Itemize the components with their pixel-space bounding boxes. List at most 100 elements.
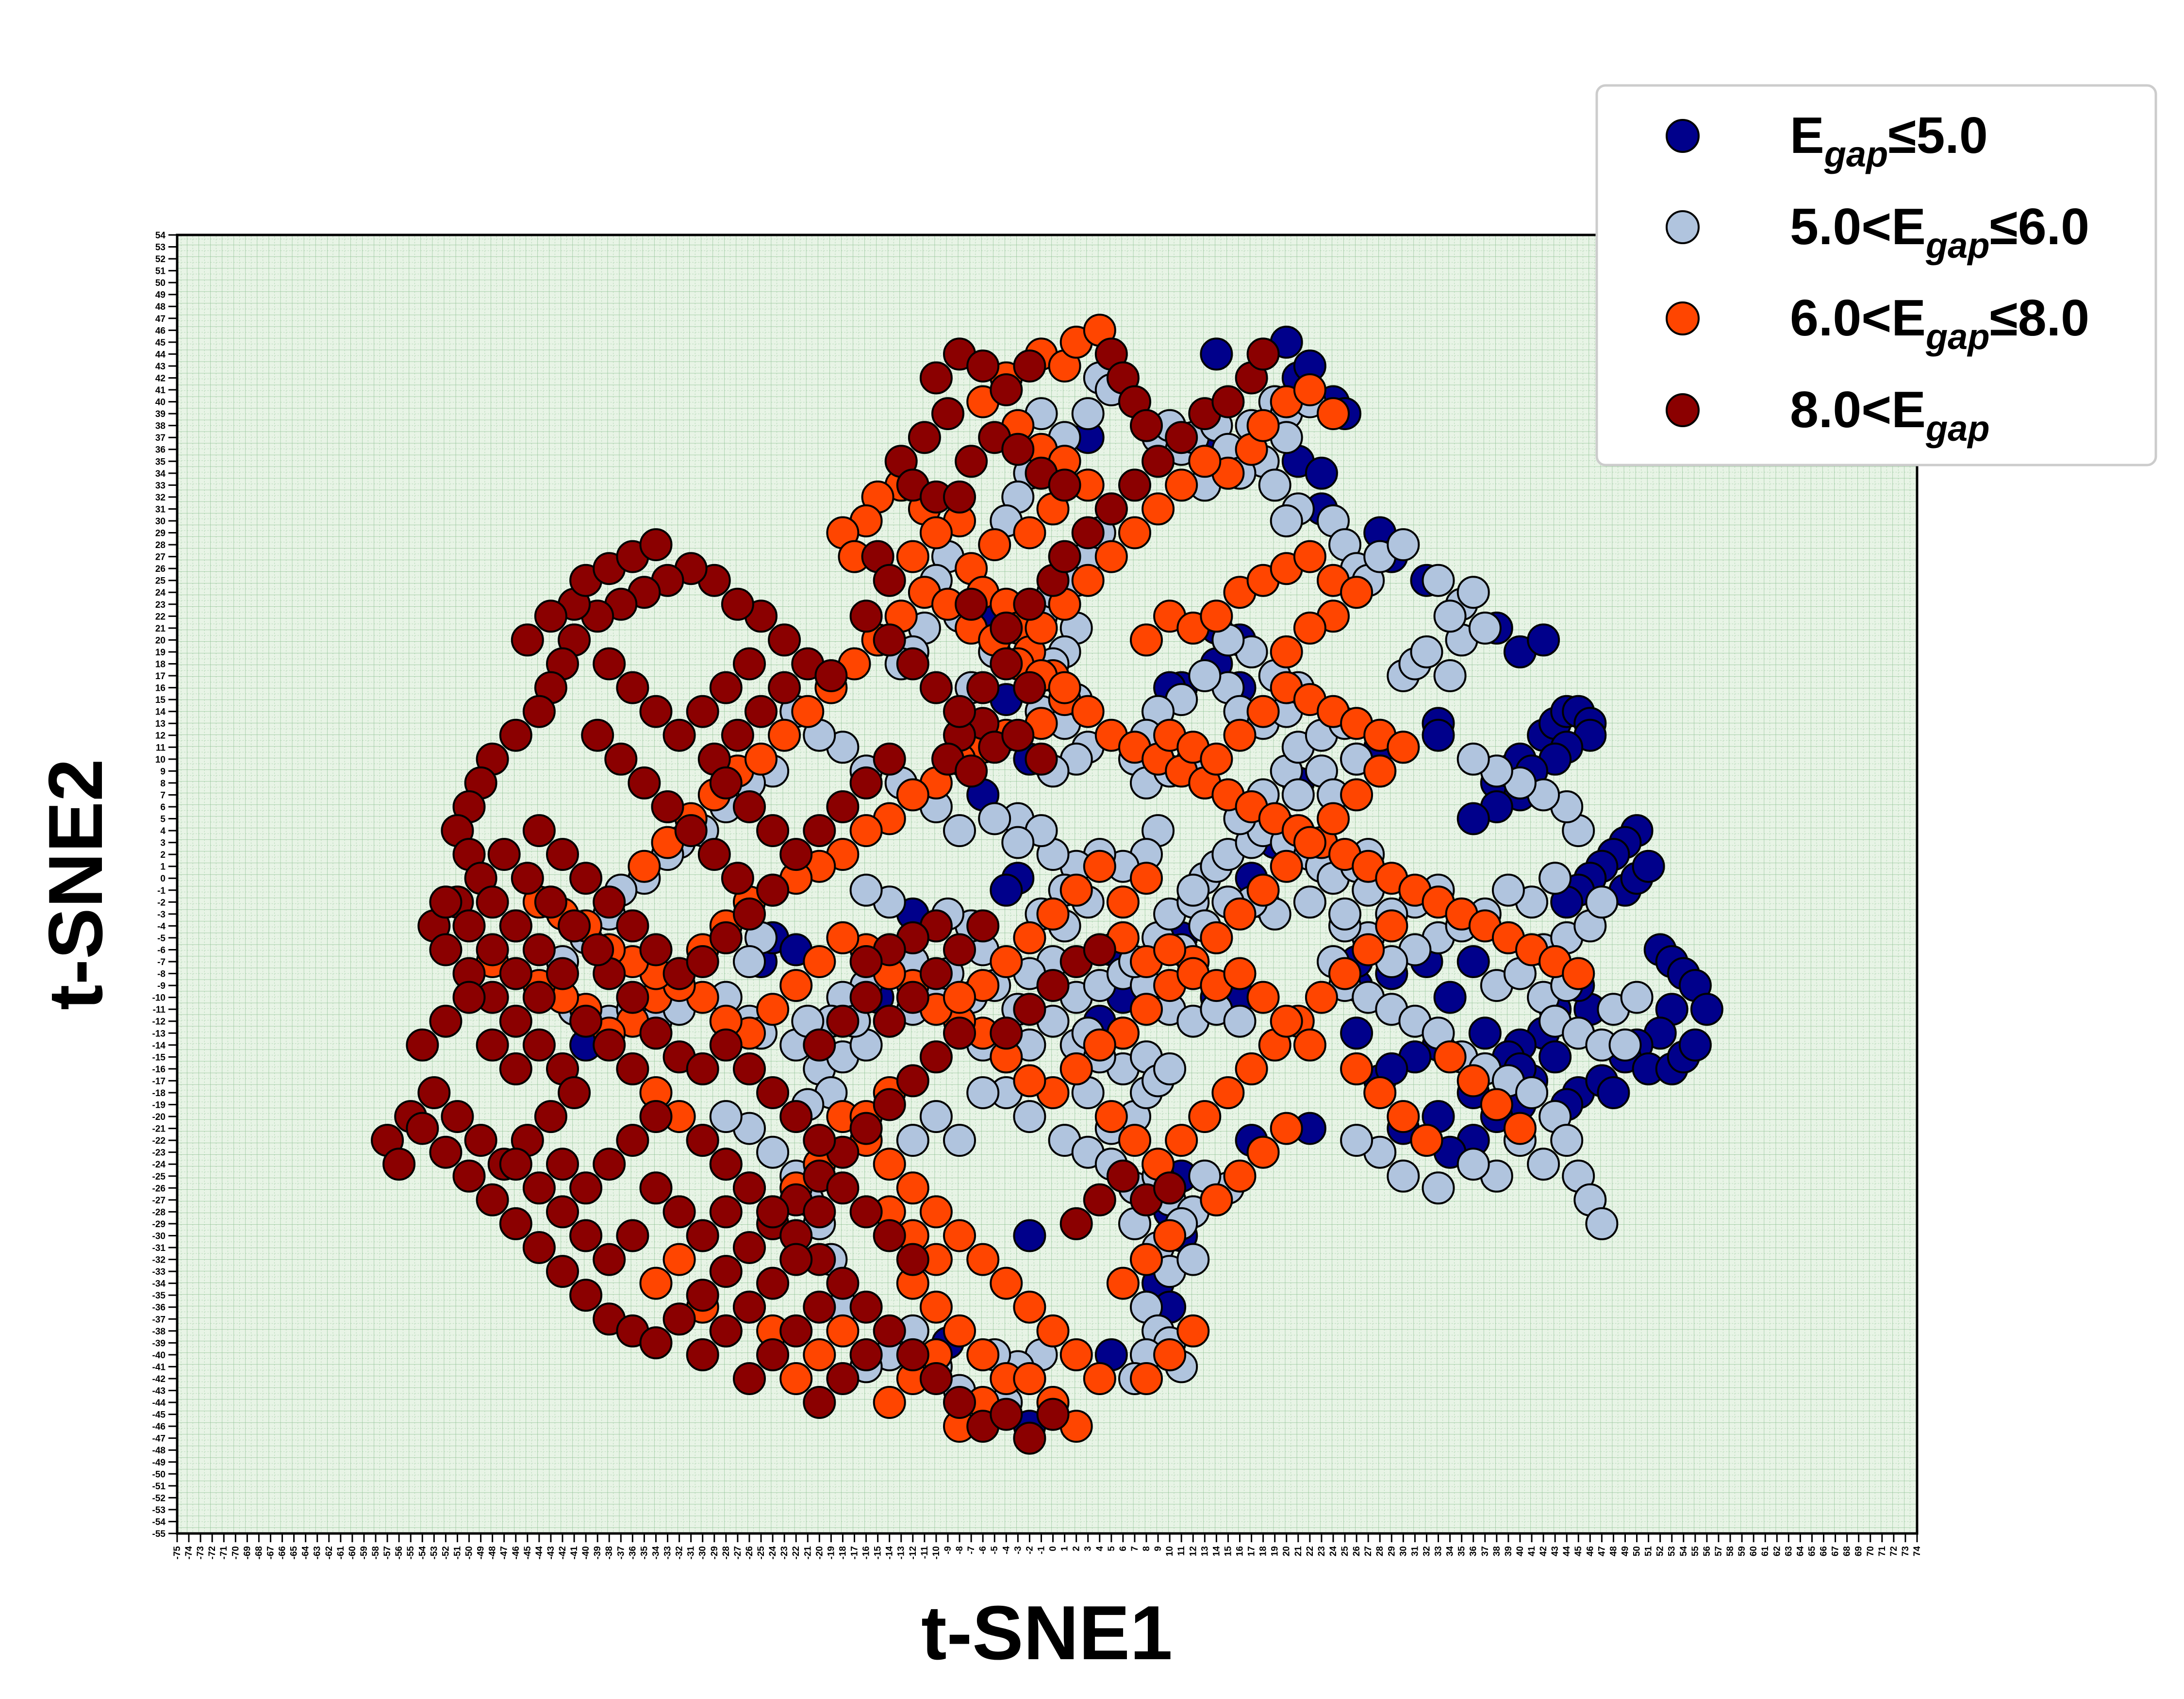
data-point (826, 921, 860, 954)
data-point (1387, 1159, 1420, 1193)
data-point (733, 790, 766, 823)
y-tick-label: 25 (155, 576, 166, 586)
data-point (756, 873, 790, 907)
data-point (499, 1207, 532, 1240)
x-tick-label: 35 (1457, 1546, 1467, 1557)
y-tick-label: -17 (152, 1076, 165, 1086)
y-tick-label: 53 (155, 243, 165, 253)
data-point (1270, 1004, 1303, 1038)
x-tick-label: -48 (488, 1546, 498, 1559)
data-point (616, 1124, 649, 1157)
y-tick-label: 46 (155, 326, 165, 336)
data-point (546, 957, 579, 990)
x-tick-label: 12 (1188, 1546, 1198, 1556)
x-tick-label: 11 (1176, 1546, 1187, 1556)
data-point (1293, 373, 1326, 406)
x-tick-label: -74 (184, 1546, 194, 1560)
data-point (686, 695, 719, 728)
data-point (1083, 850, 1116, 883)
data-point (1094, 1100, 1128, 1133)
data-point (896, 981, 929, 1014)
data-point (1013, 1219, 1046, 1252)
y-tick-label: -19 (152, 1100, 165, 1111)
data-point (756, 1338, 790, 1371)
data-point (849, 1112, 883, 1145)
x-tick-label: -15 (873, 1546, 883, 1560)
y-tick-label: 54 (155, 231, 166, 241)
x-tick-label: -75 (172, 1546, 182, 1560)
data-point (476, 933, 509, 966)
x-tick-label: 61 (1760, 1546, 1770, 1557)
y-tick-label: -1 (157, 886, 165, 896)
y-tick-label: 23 (155, 600, 165, 610)
data-point (1013, 1100, 1046, 1133)
data-point (662, 1302, 696, 1336)
y-tick-label: -20 (152, 1112, 165, 1122)
y-tick-label: 10 (155, 755, 165, 765)
data-point (1387, 731, 1420, 764)
data-point (1153, 1338, 1187, 1371)
data-point (896, 1064, 929, 1098)
data-point (639, 1326, 673, 1360)
data-point (826, 790, 860, 823)
data-point (558, 1076, 591, 1109)
data-point (919, 1100, 953, 1133)
data-point (1153, 1052, 1187, 1085)
data-point (1153, 1219, 1187, 1252)
x-tick-label: -5 (990, 1546, 1000, 1554)
y-tick-label: 14 (155, 707, 166, 717)
data-point (1188, 1100, 1222, 1133)
scatter-points (371, 314, 1723, 1455)
data-point (943, 1314, 976, 1348)
x-tick-label: 26 (1352, 1546, 1362, 1556)
data-point (1048, 540, 1081, 573)
y-tick-label: -22 (152, 1136, 165, 1146)
y-tick-label: -11 (153, 1005, 166, 1015)
data-point (1176, 1243, 1210, 1276)
data-point (814, 659, 848, 692)
data-point (546, 1255, 579, 1288)
x-tick-label: -35 (639, 1546, 649, 1560)
data-point (1585, 885, 1619, 919)
data-point (1305, 456, 1338, 490)
data-point (896, 1124, 929, 1157)
data-point (499, 1052, 532, 1085)
x-tick-label: 38 (1492, 1546, 1502, 1556)
data-point (768, 671, 801, 704)
data-point (476, 1028, 509, 1062)
data-point (569, 1171, 603, 1205)
data-point (1001, 718, 1035, 752)
data-point (1200, 337, 1233, 371)
x-tick-label: 31 (1410, 1546, 1420, 1557)
y-tick-label: 30 (155, 516, 165, 527)
x-tick-label: 39 (1504, 1546, 1514, 1556)
data-point (919, 1040, 953, 1074)
data-point (1013, 516, 1046, 550)
data-point (803, 1290, 836, 1324)
legend-marker (1666, 393, 1700, 427)
y-tick-label: -51 (152, 1482, 166, 1492)
data-point (546, 838, 579, 871)
data-point (896, 647, 929, 681)
data-point (1176, 873, 1210, 907)
data-point (1071, 695, 1105, 728)
x-tick-label: -39 (593, 1546, 603, 1559)
data-point (873, 1314, 906, 1348)
x-tick-label: 45 (1573, 1546, 1584, 1557)
x-tick-label: -18 (838, 1546, 848, 1559)
data-point (955, 587, 988, 621)
x-tick-label: -13 (896, 1546, 907, 1559)
data-point (1013, 1064, 1046, 1098)
x-tick-label: -64 (301, 1546, 311, 1560)
y-tick-label: 20 (155, 635, 165, 646)
data-point (1118, 1124, 1151, 1157)
data-point (662, 1243, 696, 1276)
y-tick-label: -44 (152, 1398, 166, 1408)
data-point (651, 790, 684, 823)
y-tick-label: 13 (155, 719, 165, 729)
data-point (662, 1195, 696, 1229)
data-point (990, 373, 1023, 406)
data-point (1071, 516, 1105, 550)
x-tick-label: 44 (1562, 1546, 1572, 1557)
x-tick-label: 71 (1877, 1546, 1887, 1557)
